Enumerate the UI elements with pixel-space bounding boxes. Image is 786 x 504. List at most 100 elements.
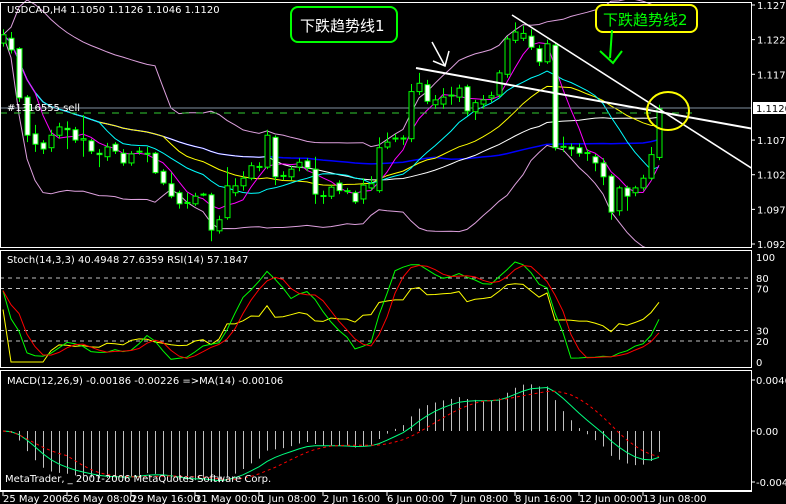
time-tick-label: 7 Jun 08:00 <box>451 494 508 504</box>
candle <box>552 43 559 151</box>
macd-tick-label: 0.00 <box>756 427 778 438</box>
candle-body-bearish <box>184 201 191 204</box>
candle <box>96 149 103 168</box>
candle-body-bearish <box>96 152 103 156</box>
candle <box>272 135 279 186</box>
candle-body-bearish <box>160 170 167 184</box>
candle-body-bullish <box>136 150 143 153</box>
price-tick-label: 1.0975 <box>757 205 786 216</box>
stoch-signal-line <box>2 264 660 359</box>
candle-body-bearish <box>336 182 343 192</box>
candle-body-bearish <box>88 140 95 152</box>
candle-body-bullish <box>384 141 391 148</box>
candle-body-bearish <box>40 142 47 150</box>
trendline-2[interactable] <box>511 14 756 171</box>
candle-body-bullish <box>144 152 151 155</box>
candle <box>616 185 623 216</box>
macd-tick-label: -0.00462 <box>756 478 786 489</box>
stoch-tick-label: 20 <box>756 337 769 348</box>
candle <box>440 88 447 109</box>
stoch-tick-label: 30 <box>756 327 769 338</box>
candle-body-bearish <box>8 37 15 51</box>
candle-body-bearish <box>528 35 535 48</box>
trendline-1-label-box[interactable]: 下跌趋势线1 <box>290 6 398 43</box>
candle-body-bearish <box>344 190 351 193</box>
candle <box>144 147 151 163</box>
candle <box>512 22 519 44</box>
candle-body-bullish <box>504 38 511 75</box>
price-tick-label: 1.1270 <box>757 1 786 12</box>
bollinger-lower-line <box>2 34 649 248</box>
candle-body-bearish <box>16 48 23 99</box>
candle-body-bearish <box>272 136 279 178</box>
candle-body-bullish <box>440 96 447 105</box>
price-tick-label: 1.1075 <box>757 136 786 147</box>
candle <box>208 192 215 242</box>
candle <box>128 151 135 166</box>
candle <box>376 137 383 193</box>
rsi-line <box>2 283 660 363</box>
candle-body-bullish <box>200 193 207 196</box>
candle-body-bullish <box>256 165 263 168</box>
trendline-1[interactable] <box>415 67 765 131</box>
time-tick-label: 25 May 2006 <box>3 494 68 504</box>
candle <box>392 133 399 143</box>
candle <box>624 185 631 211</box>
macd-tick-label: 0.00461 <box>756 376 786 387</box>
candle-body-bearish <box>120 152 127 164</box>
candle <box>88 138 95 154</box>
candle-body-bearish <box>424 84 431 102</box>
copyright: MetaTrader, _ 2001-2006 MetaQuotes Softw… <box>5 474 271 485</box>
candle <box>576 143 583 157</box>
candle <box>408 83 415 143</box>
candle-body-bullish <box>512 31 519 41</box>
candle <box>216 215 223 234</box>
candle <box>192 192 199 206</box>
time-tick-label: 31 May 00:00 <box>195 494 264 504</box>
candle <box>80 115 87 157</box>
candle-body-bullish <box>400 137 407 140</box>
candle-body-bullish <box>520 32 527 39</box>
candle <box>584 149 591 161</box>
candle <box>304 158 311 172</box>
candle <box>368 176 375 191</box>
candle <box>416 72 423 96</box>
time-tick-label: 13 Jun 08:00 <box>643 494 707 504</box>
candle <box>176 190 183 209</box>
candle <box>136 147 143 155</box>
candle <box>648 147 655 181</box>
stoch-tick-label: 100 <box>756 253 775 264</box>
candle <box>120 149 127 166</box>
candle <box>112 142 119 154</box>
candle-body-bullish <box>56 126 63 136</box>
price-pane[interactable]: #1316555 sell USDCAD,H4 1.1050 1.1126 1.… <box>0 0 765 250</box>
candle-body-bearish <box>600 162 607 178</box>
candle-body-bullish <box>248 165 255 179</box>
candle <box>360 178 367 204</box>
candle-body-bearish <box>536 48 543 63</box>
price-axis[interactable]: 1.1270 1.1220 1.1170 1.1075 1.1025 1.0975 1.09… <box>752 1 786 251</box>
candle <box>104 142 111 161</box>
candle-body-bullish <box>480 99 487 105</box>
candle <box>32 124 39 152</box>
candle-body-bullish <box>296 161 303 168</box>
stoch-tick-label: 0 <box>756 358 762 369</box>
trendline-2-label: 下跌趋势线2 <box>603 11 688 29</box>
current-price-label: 1.1120 <box>756 104 786 115</box>
candle-body-bullish <box>360 184 367 200</box>
highlight-circle[interactable] <box>646 91 690 131</box>
trendline-2-label-box[interactable]: 下跌趋势线2 <box>595 4 698 33</box>
candle-body-bullish <box>416 82 423 93</box>
macd-pane[interactable]: MACD(12,26,9) -0.00186 -0.00226 =>MA(14)… <box>2 376 660 485</box>
candle <box>24 95 31 143</box>
macd-axis: 0.00461 0.00 -0.00462 <box>752 376 786 489</box>
price-tick-label: 1.1220 <box>757 36 786 47</box>
candle <box>64 121 71 150</box>
macd-label: MACD(12,26,9) -0.00186 -0.00226 =>MA(14)… <box>7 376 283 387</box>
stoch-main-line <box>2 261 660 360</box>
candle <box>424 79 431 105</box>
candle <box>288 165 295 181</box>
stochastic-rsi-pane[interactable]: Stoch(14,3,3) 40.4948 27.6359 RSI(14) 57… <box>0 255 752 363</box>
